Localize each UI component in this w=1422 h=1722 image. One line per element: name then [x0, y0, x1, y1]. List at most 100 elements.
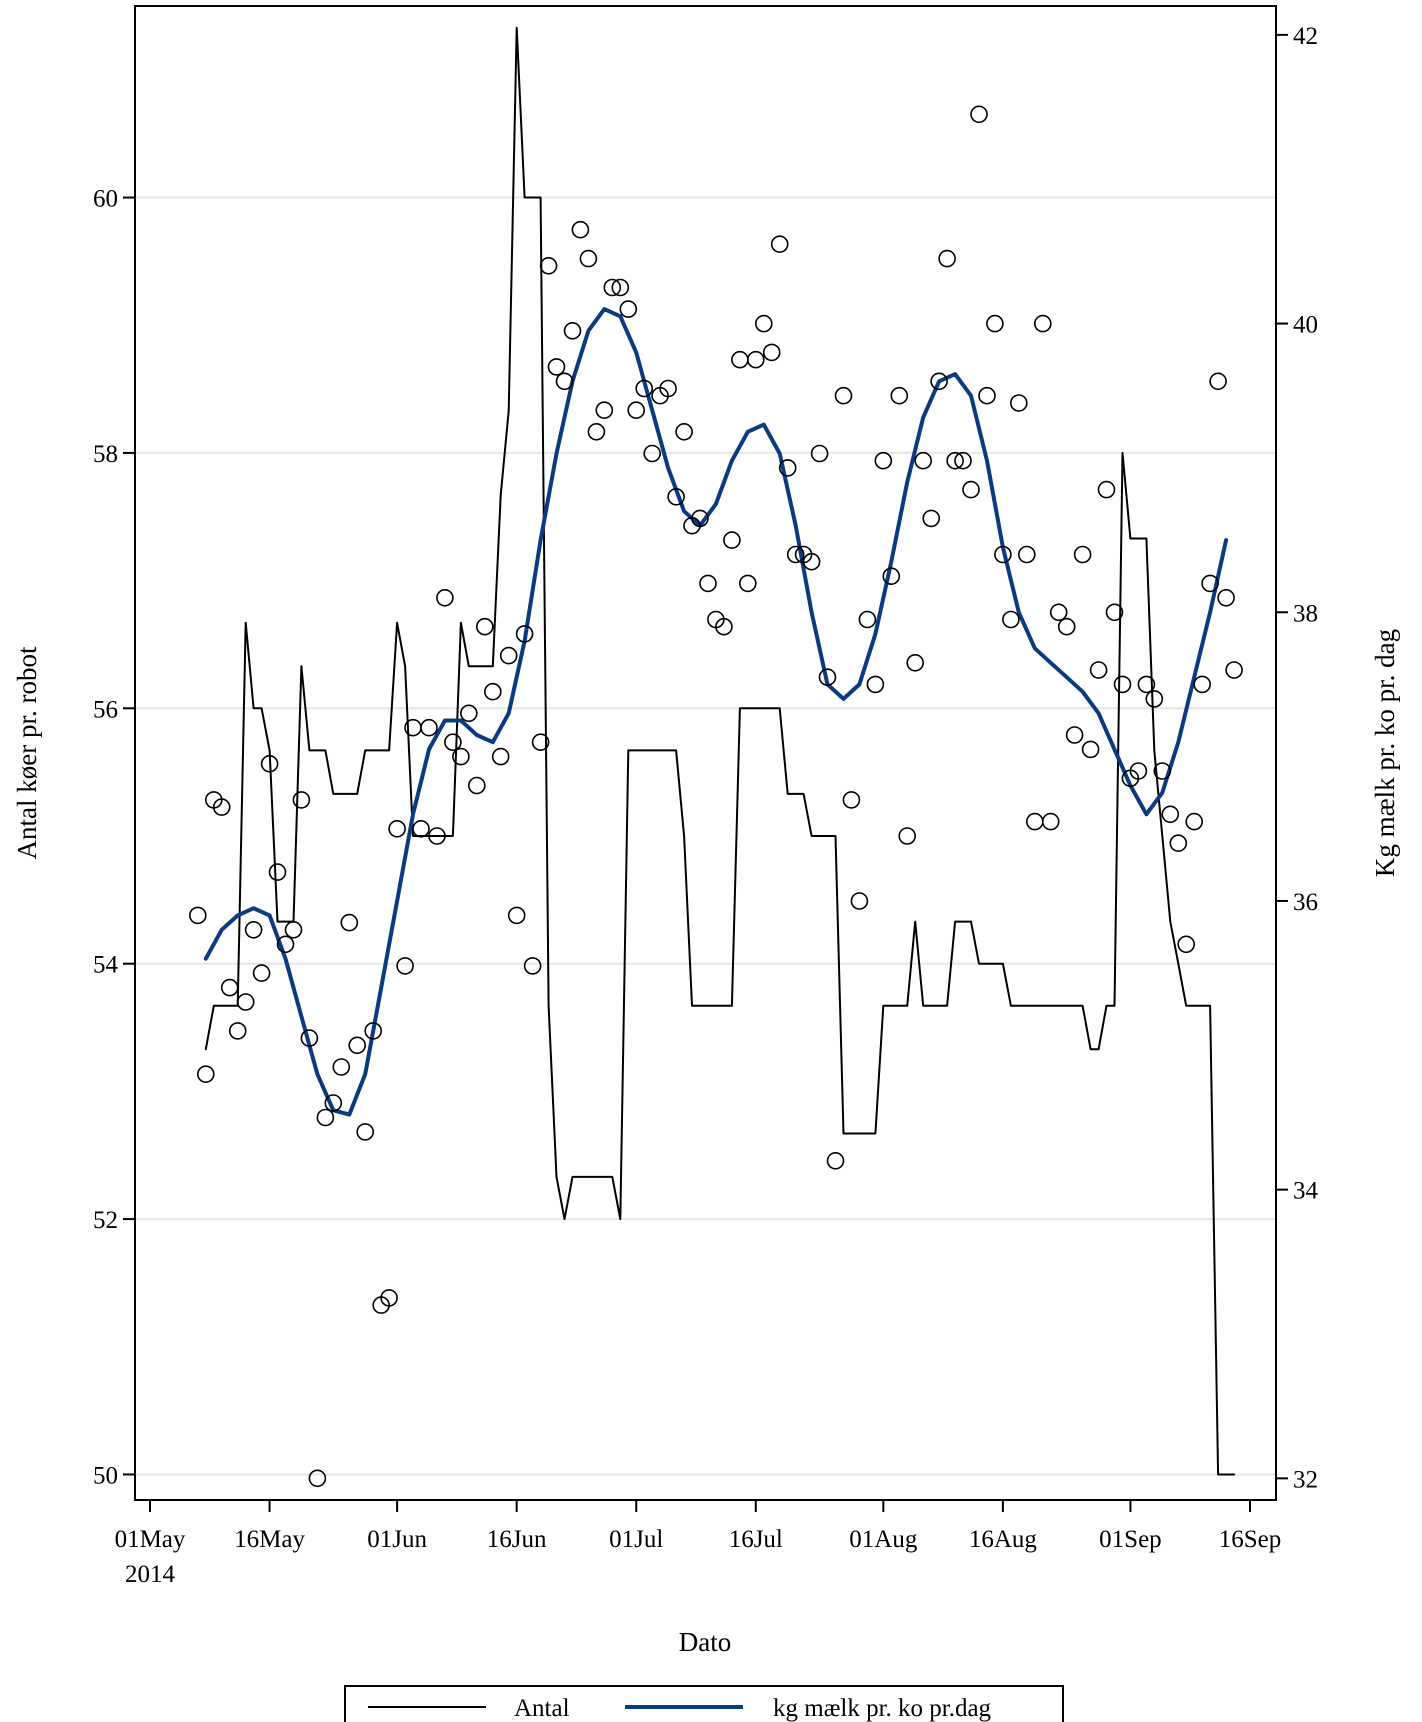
observation-point-125 — [1185, 812, 1203, 831]
observation-point-34 — [459, 704, 478, 723]
x-tick-label-01May: 01May — [115, 1526, 186, 1553]
observation-point-6 — [236, 993, 255, 1011]
observation-point-130 — [1225, 661, 1243, 679]
observation-point-59 — [659, 379, 677, 398]
x-axis-title: Dato — [679, 1627, 731, 1657]
observation-point-5 — [228, 1022, 247, 1040]
observation-point-123 — [1169, 834, 1188, 853]
series-line-antal — [204, 26, 1236, 1476]
observation-point-75 — [786, 545, 805, 564]
observation-point-63 — [691, 509, 709, 528]
observation-point-86 — [874, 451, 893, 470]
observation-point-77 — [802, 552, 821, 571]
observation-point-94 — [938, 249, 956, 268]
observation-point-104 — [1018, 545, 1036, 564]
observation-point-29 — [420, 718, 438, 737]
observation-point-120 — [1145, 690, 1164, 708]
observation-point-45 — [547, 358, 566, 376]
observation-point-35 — [467, 776, 486, 795]
observation-point-73 — [770, 235, 789, 253]
observation-point-7 — [244, 920, 263, 939]
observation-point-74 — [778, 459, 797, 477]
x-tick-label-16Sep: 16Sep — [1219, 1526, 1282, 1553]
observation-point-24 — [380, 1289, 398, 1307]
x-tick-label-16Jul: 16Jul — [729, 1526, 783, 1553]
observation-point-98 — [970, 105, 988, 124]
observation-point-21 — [356, 1123, 375, 1141]
y-right-tick-label-36: 36 — [1293, 889, 1318, 916]
observation-point-36 — [475, 617, 494, 636]
observation-point-3 — [212, 798, 231, 816]
x-tick-label-01Jun: 01Jun — [367, 1526, 427, 1553]
observation-point-39 — [499, 646, 518, 665]
observation-point-4 — [220, 978, 239, 997]
observation-point-26 — [396, 957, 414, 975]
series-line-kg-maelk — [203, 307, 1229, 1117]
observation-point-82 — [842, 791, 861, 809]
observation-point-97 — [962, 480, 980, 499]
observation-point-50 — [587, 422, 606, 441]
observation-point-70 — [746, 350, 765, 369]
y-right-tick-label-32: 32 — [1293, 1466, 1318, 1493]
x-tick-label-01Sep: 01Sep — [1099, 1526, 1162, 1553]
observation-point-109 — [1057, 617, 1076, 636]
observation-point-69 — [738, 574, 757, 593]
observation-point-93 — [930, 372, 948, 391]
observation-point-13 — [292, 791, 311, 809]
observation-point-67 — [723, 531, 741, 549]
observation-point-37 — [483, 682, 502, 701]
observation-point-46 — [555, 372, 574, 391]
observation-point-107 — [1041, 812, 1060, 831]
observation-point-44 — [539, 256, 558, 275]
observation-point-56 — [635, 379, 654, 398]
observation-point-126 — [1193, 675, 1211, 694]
observation-point-116 — [1113, 675, 1132, 694]
y-right-tick-label-34: 34 — [1293, 1178, 1319, 1205]
legend-label-kg-maelk: kg mælk pr. ko pr.dag — [773, 1695, 992, 1722]
y-left-tick-label-56: 56 — [93, 696, 118, 723]
y-left-tick-label-60: 60 — [93, 186, 118, 213]
observation-point-38 — [491, 747, 510, 766]
observation-point-90 — [906, 653, 925, 672]
x-tick-label-01Aug: 01Aug — [849, 1526, 918, 1553]
observation-point-122 — [1161, 805, 1180, 824]
observation-point-66 — [715, 617, 733, 636]
gridlines — [135, 196, 1276, 1476]
observation-point-41 — [515, 625, 534, 643]
observation-point-124 — [1177, 935, 1195, 954]
observation-point-8 — [252, 964, 271, 982]
observation-point-111 — [1073, 545, 1092, 564]
y-right-tick-label-38: 38 — [1293, 600, 1318, 627]
observation-point-25 — [388, 819, 406, 838]
observation-point-47 — [563, 321, 582, 340]
observation-point-128 — [1209, 372, 1227, 391]
observation-point-108 — [1049, 603, 1068, 622]
y-right-axis: 32 34 36 38 40 42 — [1276, 23, 1319, 1493]
y-left-tick-label-52: 52 — [93, 1207, 118, 1234]
observation-point-119 — [1137, 675, 1156, 694]
observation-point-110 — [1065, 726, 1084, 744]
plot-frame — [134, 5, 1277, 1501]
y-left-tick-label-50: 50 — [93, 1462, 118, 1489]
observation-point-12 — [284, 920, 303, 939]
legend-label-antal: Antal — [514, 1695, 570, 1722]
observation-point-55 — [627, 401, 646, 420]
observation-point-15 — [308, 1469, 327, 1488]
observation-point-106 — [1034, 314, 1052, 333]
legend-box — [344, 1685, 1064, 1722]
observation-point-92 — [922, 509, 941, 528]
observation-point-115 — [1105, 603, 1124, 622]
observation-point-48 — [571, 220, 590, 239]
y-right-axis-title: Kg mælk pr. ko pr. dag — [1370, 629, 1400, 877]
y-right-tick-label-40: 40 — [1293, 312, 1318, 339]
observation-point-49 — [579, 249, 598, 268]
series-observed-points — [189, 105, 1243, 1488]
observation-point-31 — [436, 588, 454, 607]
observation-point-114 — [1097, 480, 1116, 499]
observation-point-40 — [507, 906, 526, 925]
observation-point-89 — [898, 827, 917, 845]
observation-point-32 — [444, 733, 462, 752]
x-tick-label-16May: 16May — [234, 1526, 305, 1553]
